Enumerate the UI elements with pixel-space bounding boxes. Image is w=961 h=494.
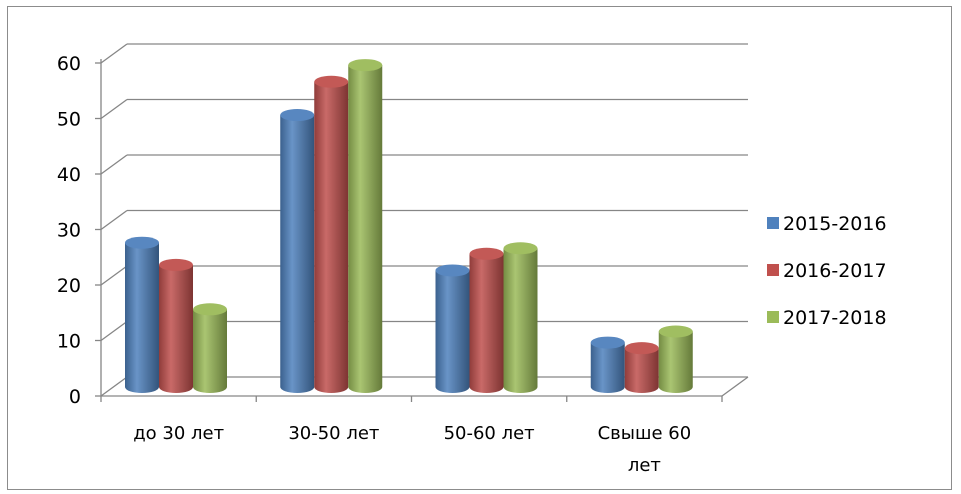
- gridline-depth: [100, 43, 128, 64]
- legend-label: 2016-2017: [783, 260, 887, 282]
- bars: [125, 59, 693, 394]
- gridline-depth: [100, 320, 128, 342]
- bar: [624, 342, 659, 393]
- gridline-depth: [100, 209, 128, 231]
- bar-top: [658, 325, 693, 338]
- x-category-label: до 30 лет: [133, 423, 224, 444]
- x-category-label: 50-60 лет: [444, 423, 535, 444]
- bar: [590, 336, 625, 393]
- bar-top: [624, 342, 659, 355]
- bar-top: [159, 258, 193, 271]
- gridline-depth: [100, 265, 128, 286]
- bar-body: [125, 242, 159, 393]
- gridline-depth: [100, 154, 128, 175]
- x-category-label: Свыше 60: [598, 423, 692, 444]
- bar-top: [348, 59, 383, 72]
- bar: [435, 264, 470, 393]
- bar: [314, 75, 349, 393]
- bar-body: [159, 264, 193, 393]
- bar-body: [503, 248, 538, 393]
- x-category-label: 30-50 лет: [288, 423, 379, 444]
- bar: [193, 303, 227, 393]
- chart-frame: [7, 6, 952, 490]
- bar-top: [314, 75, 349, 88]
- y-tick-label: 10: [57, 331, 81, 353]
- axes: [95, 59, 749, 402]
- legend-label: 2017-2018: [783, 307, 887, 329]
- bar: [658, 325, 693, 393]
- bar-body: [590, 342, 625, 393]
- y-tick-label: 20: [57, 275, 81, 297]
- bar-body: [280, 115, 315, 394]
- y-tick-label: 60: [57, 53, 81, 75]
- bar-top: [503, 242, 538, 255]
- bar-top: [435, 264, 470, 277]
- axis-labels: 0 10 20 30 40 50 60 до 30 лет 30-50 лет 50-60 лет…: [57, 53, 691, 476]
- bar-body: [469, 253, 504, 393]
- bar-body: [624, 348, 659, 393]
- legend-swatch: [767, 264, 779, 276]
- y-tick-label: 50: [57, 109, 81, 131]
- bar: [503, 242, 538, 393]
- bar: [159, 258, 193, 393]
- y-tick-label: 30: [57, 220, 81, 242]
- floor-edge: [721, 376, 749, 397]
- gridline-depth: [100, 376, 128, 397]
- legend-swatch: [767, 311, 779, 323]
- y-tick-label: 40: [57, 164, 81, 186]
- bar-body: [314, 81, 349, 393]
- legend-label: 2015-2016: [783, 213, 887, 235]
- bar-top: [280, 109, 315, 122]
- gridline-depth: [100, 98, 128, 120]
- bar-top: [590, 336, 625, 349]
- bar: [280, 109, 315, 394]
- bar: [348, 59, 383, 393]
- bar-body: [193, 309, 227, 393]
- y-tick-label: 0: [69, 386, 81, 408]
- bar-body: [435, 270, 470, 393]
- legend-swatch: [767, 217, 779, 229]
- legend: 2015-2016 2016-2017 2017-2018: [767, 213, 887, 329]
- bar-top: [125, 236, 159, 249]
- bar-top: [469, 247, 504, 260]
- x-category-label: лет: [628, 455, 661, 476]
- bar: [469, 247, 504, 393]
- bar-body: [658, 331, 693, 393]
- bar-top: [193, 303, 227, 316]
- bar-body: [348, 65, 383, 393]
- bar: [125, 236, 159, 393]
